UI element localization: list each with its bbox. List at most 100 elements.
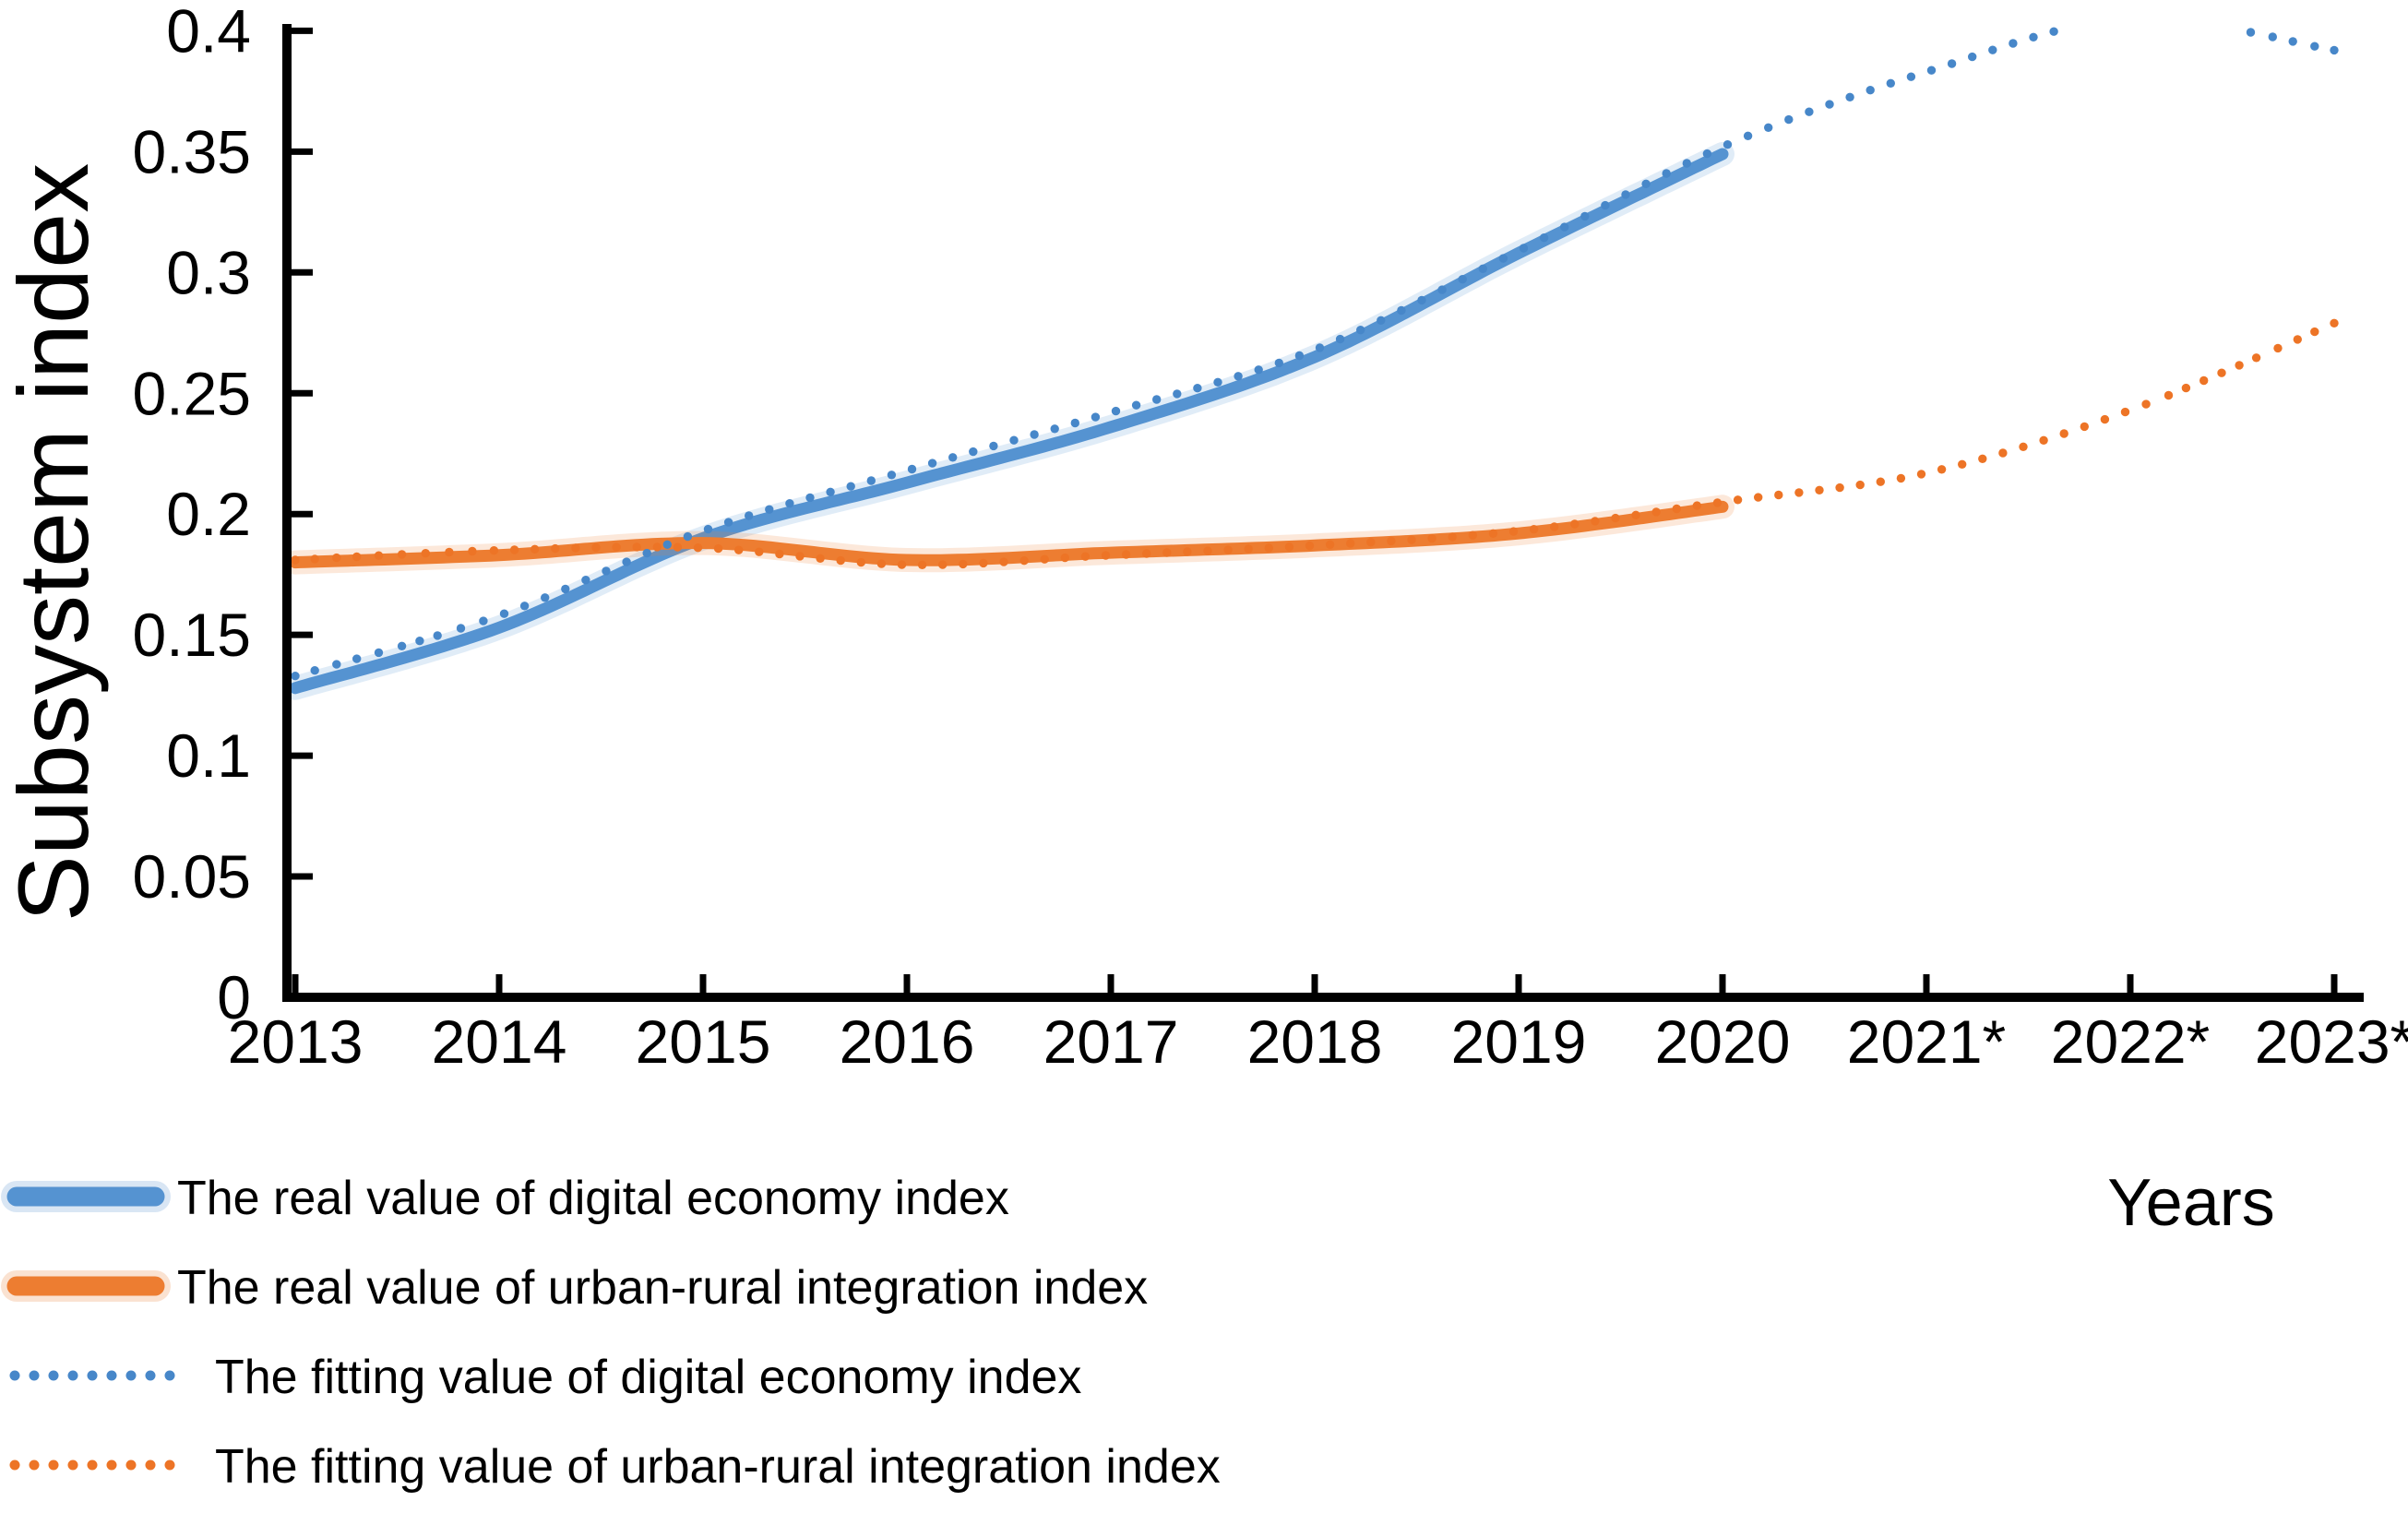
fitting-dot	[2273, 343, 2283, 353]
x-axis-title: Years	[2107, 1166, 2274, 1240]
fitting-dot	[1906, 72, 1916, 81]
legend-swatch-dotted-line	[9, 1459, 175, 1471]
fitting-dot	[1591, 517, 1600, 526]
fitting-dot	[1896, 473, 1906, 483]
series-layer	[283, 27, 2339, 700]
fitting-dot	[1672, 504, 1682, 514]
fitting-dot	[938, 560, 948, 569]
fitting-dot	[2181, 383, 2191, 393]
series-real-digital-halo	[283, 142, 1734, 700]
fitting-dot	[989, 441, 998, 451]
fitting-dot	[1519, 244, 1529, 253]
fitting-dot	[1060, 553, 1070, 563]
fitting-dot	[2217, 368, 2226, 377]
fitting-dot	[745, 511, 754, 520]
fitting-dot	[805, 493, 815, 503]
fitting-dot	[1131, 400, 1141, 410]
fitting-dot	[2059, 429, 2068, 438]
x-tick-label: 2017	[1043, 1007, 1179, 1076]
fitting-dot	[969, 447, 978, 457]
fitting-dot	[1754, 493, 1763, 502]
legend-label: The real value of urban-rural integratio…	[177, 1261, 1148, 1315]
fitting-dot	[1377, 316, 1386, 325]
fitting-dot	[1631, 510, 1640, 519]
fitting-dot	[1417, 295, 1426, 305]
fitting-dot	[310, 666, 319, 675]
fitting-dot	[1712, 498, 1723, 507]
fitting-dot	[1091, 412, 1101, 422]
y-tick-label: 0.2	[166, 480, 251, 548]
fitting-dot	[948, 453, 958, 462]
legend-dot	[67, 1459, 78, 1471]
legend-dot	[29, 1459, 40, 1471]
fitting-dot	[1682, 159, 1692, 168]
fitting-dot	[1947, 59, 1957, 68]
fitting-dot	[1876, 477, 1886, 486]
fitting-dot	[1998, 448, 2008, 458]
fitting-dot	[561, 584, 570, 594]
fitting-dot	[2120, 407, 2130, 417]
fitting-dot	[642, 548, 651, 558]
fitting-dot	[1774, 490, 1783, 500]
fitting-dot	[571, 543, 580, 553]
fitting-dot	[1356, 326, 1365, 335]
fitting-dot	[1651, 507, 1661, 517]
legend-dot	[48, 1370, 59, 1381]
fitting-dot	[2080, 422, 2089, 432]
y-tick-label: 0.25	[133, 359, 251, 427]
fitting-dot	[1305, 541, 1315, 551]
legend-item: The real value of digital economy index	[1, 1172, 1009, 1225]
fitting-dot	[1448, 532, 1457, 542]
legend-dot	[125, 1459, 137, 1471]
fitting-dot	[352, 654, 362, 663]
fitting-dot	[1539, 233, 1549, 243]
fitting-dot	[713, 543, 723, 554]
fitting-dot	[846, 482, 855, 491]
fitting-dot	[703, 524, 713, 534]
fitting-dot	[1458, 275, 1467, 284]
fitting-dot	[1926, 66, 1937, 75]
fitting-dot	[2019, 442, 2028, 451]
fitting-dot	[1529, 525, 1539, 534]
fitting-dot	[999, 557, 1008, 566]
fitting-dot	[2029, 32, 2038, 42]
fitting-dot	[1366, 538, 1376, 547]
y-tick-label: 0.05	[133, 842, 251, 911]
fitting-dot	[765, 505, 774, 514]
fitting-dot	[612, 542, 621, 552]
fitting-dot	[734, 545, 744, 554]
fitting-dot	[374, 648, 384, 658]
fitting-dot	[723, 518, 733, 527]
fitting-dot	[2330, 45, 2339, 55]
legend-dot	[67, 1370, 78, 1381]
fitting-dot	[1988, 45, 1997, 54]
fitting-dot	[2164, 390, 2174, 400]
fitting-dot	[468, 546, 477, 556]
fitting-dot	[917, 560, 927, 569]
fitting-dot	[866, 476, 876, 485]
legend-dot	[9, 1459, 20, 1471]
fitting-dot	[775, 549, 784, 559]
fitting-dot	[1866, 86, 1875, 95]
fitting-dot	[499, 609, 509, 618]
fitting-dot	[816, 554, 825, 563]
legend-dot	[145, 1370, 156, 1381]
legend-label: The fitting value of urban-rural integra…	[215, 1440, 1221, 1494]
fitting-dot	[456, 624, 466, 633]
fitting-dot	[1397, 305, 1406, 316]
fitting-dot	[856, 557, 865, 567]
fitting-dot	[622, 557, 631, 566]
x-tick-label: 2023*	[2255, 1007, 2408, 1076]
fitting-dot	[352, 552, 362, 562]
y-tick-label: 0.3	[166, 238, 251, 306]
y-tick-label: 0.4	[166, 0, 251, 65]
fitting-dot	[836, 555, 845, 566]
x-tick-label: 2018	[1247, 1007, 1383, 1076]
fitting-dot	[1213, 377, 1222, 387]
fitting-dot	[632, 542, 641, 552]
fitting-dot	[1325, 540, 1335, 549]
tick-labels-layer: 0 0.05 0.1 0.15 0.2 0.25 0.3 0.35 0.4 2013 2014 201…	[133, 0, 2408, 1076]
legend-dot	[125, 1370, 137, 1381]
fitting-dot	[415, 637, 424, 646]
